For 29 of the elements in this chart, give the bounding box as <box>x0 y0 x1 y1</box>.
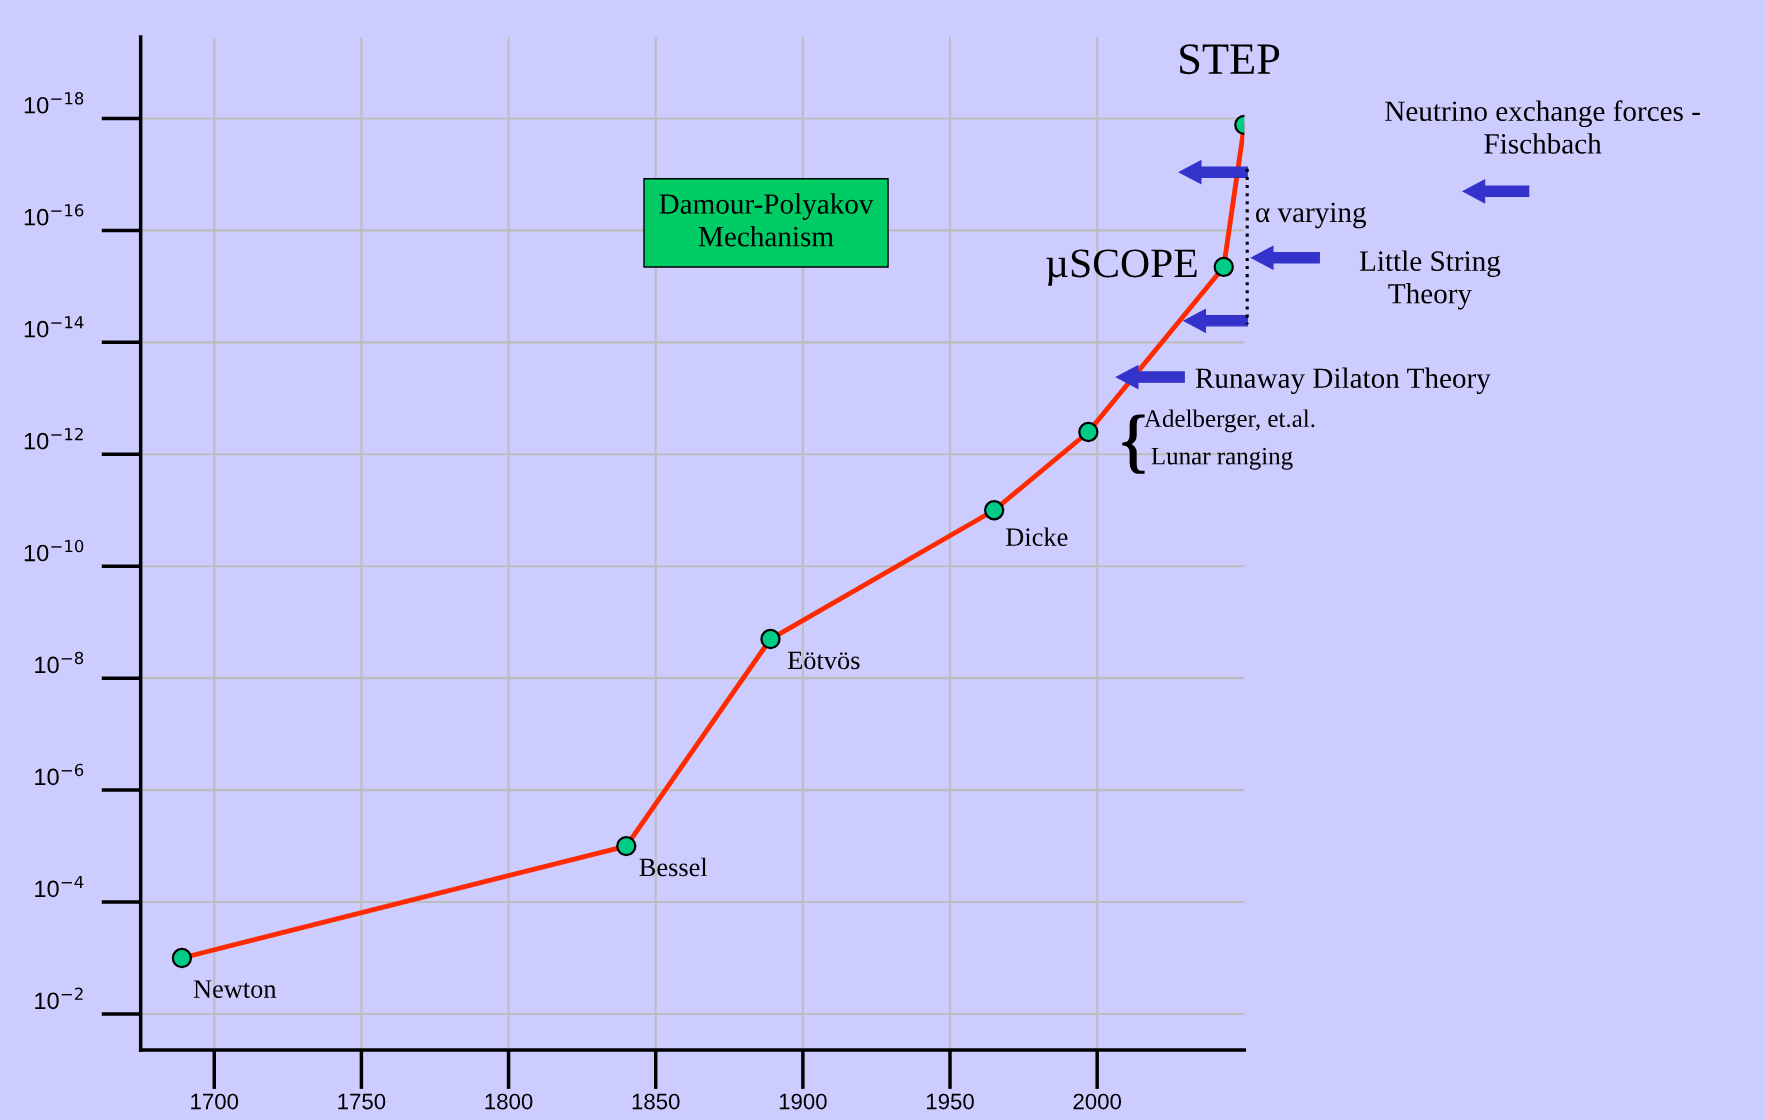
x-tick-label: 2000 <box>1073 1093 1122 1110</box>
y-tick-label: 10$^{−16}$ <box>24 204 84 226</box>
x-tick-label: 1900 <box>779 1093 827 1110</box>
y-tick-label: 10$^{−18}$ <box>24 92 84 114</box>
y-tick-label: 10$^{−12}$ <box>24 427 83 450</box>
annotation: Damour-Polyakov Mechanism <box>659 193 874 247</box>
annotation: STEP <box>1180 44 1280 75</box>
x-tick-label: 1800 <box>485 1093 533 1110</box>
y-tick-label: 10$^{−8}$ <box>35 651 84 674</box>
annotation: Dicke <box>1006 527 1068 547</box>
y-tick-label: 10$^{−4}$ <box>35 875 84 898</box>
annotation: Bessel <box>639 857 708 877</box>
annotation: µSCOPE <box>1046 249 1197 286</box>
text: α varying <box>1256 202 1367 229</box>
x-tick-label: 1850 <box>632 1093 680 1110</box>
annotation: Lunar ranging <box>1151 447 1293 470</box>
annotation: Adelberger, et.al. <box>1144 409 1315 433</box>
x-tick-label: 1700 <box>191 1093 239 1110</box>
annotation: Newton <box>193 980 277 998</box>
annotation: Eötvös <box>787 651 860 670</box>
y-tick-label: 10$^{−10}$ <box>24 539 84 562</box>
text: Neutrino exchange forces - Fischbach <box>1385 100 1700 154</box>
x-tick-label: 1950 <box>927 1093 974 1110</box>
x-tick-label: 1750 <box>338 1093 386 1110</box>
y-tick-label: 10$^{−2}$ <box>35 987 83 1010</box>
annotation: Runaway Dilaton Theory <box>1195 367 1491 395</box>
y-tick-label: 10$^{−14}$ <box>24 316 84 338</box>
text: Little String Theory <box>1359 250 1501 310</box>
y-tick-label: 10$^{−6}$ <box>35 763 84 786</box>
